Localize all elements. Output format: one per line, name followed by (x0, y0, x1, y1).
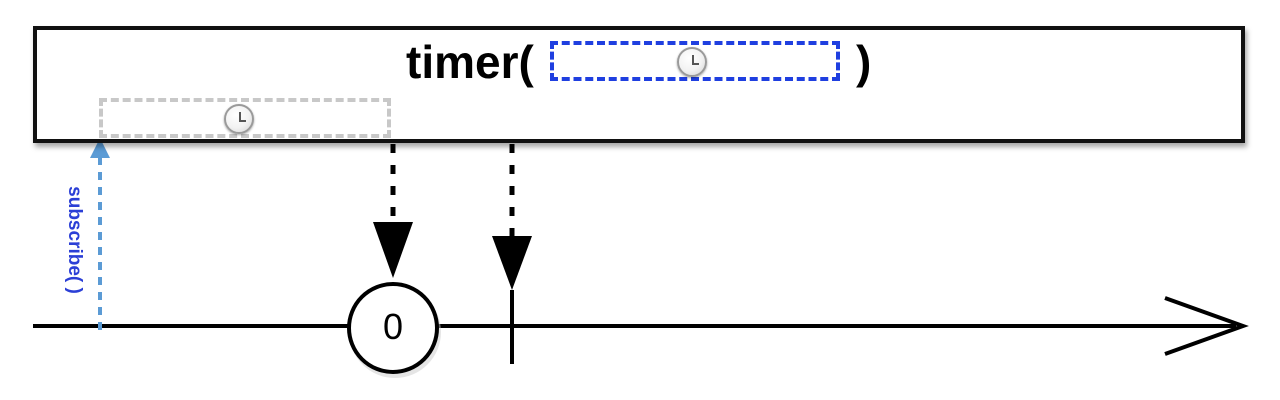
emission-arrowhead (373, 222, 413, 278)
clock-icon (677, 47, 707, 77)
completion-arrowhead (492, 236, 532, 290)
clock-icon (224, 104, 254, 134)
subscribe-text: subscribe( ) (64, 186, 85, 294)
emission-value: 0 (382, 306, 404, 347)
operator-name: timer( (406, 36, 534, 88)
timeline-arrowhead (1164, 296, 1249, 356)
emission-marble (347, 282, 439, 374)
delay-duration-box (99, 98, 391, 138)
operator-close-paren: ) (856, 36, 872, 88)
subscribe-arrowhead (90, 138, 110, 158)
